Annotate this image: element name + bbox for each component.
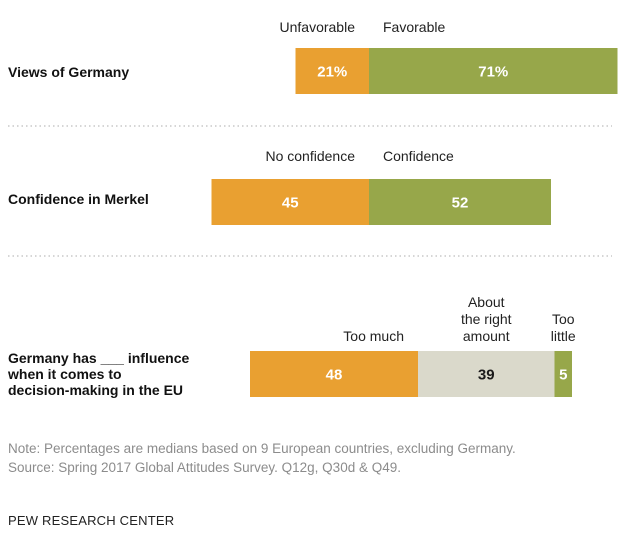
bar-segment [250, 351, 418, 397]
chart-row: Germany has ___ influence when it comes t… [7, 294, 576, 398]
series-label: Confidence [383, 148, 454, 164]
stacked-bar-chart: Views of Germany 21% Unfavorable 71% Favorab… [7, 19, 618, 398]
series-label: About the right amount [461, 294, 512, 344]
bar-segment [554, 351, 572, 397]
row-title: Germany has ___ influence when it comes t… [7, 350, 190, 398]
chart-note: Note: Percentages are medians based on 9… [8, 441, 516, 456]
bar-value-label: 5 [559, 367, 567, 384]
bar-value-label: 21% [317, 64, 347, 81]
series-label: Unfavorable [280, 19, 356, 35]
bar-segment [418, 351, 555, 397]
series-label: Too much [343, 328, 404, 344]
brand-name: PEW RESEARCH CENTER [8, 513, 175, 528]
bar-segment [211, 179, 369, 225]
bar-value-label: 45 [282, 195, 299, 212]
row-title: Confidence in Merkel [8, 191, 149, 207]
bar-value-label: 39 [478, 367, 495, 384]
bar-value-label: 71% [478, 64, 508, 81]
bar-segment [369, 48, 618, 94]
series-label: Favorable [383, 19, 445, 35]
bar-value-label: 48 [326, 367, 343, 384]
chart-row: Views of Germany 21% Unfavorable 71% Favorab… [8, 19, 618, 94]
bar-segment [369, 179, 551, 225]
bar-value-label: 52 [452, 195, 469, 212]
series-label: No confidence [265, 148, 355, 164]
chart-source: Source: Spring 2017 Global Attitudes Sur… [8, 460, 401, 475]
series-label: Too little [551, 311, 576, 344]
bar-segment [295, 48, 369, 94]
row-title: Views of Germany [8, 64, 129, 80]
chart-footer: Note: Percentages are medians based on 9… [8, 439, 588, 477]
chart-row: Confidence in Merkel 45 No confidence 52 Con… [8, 148, 551, 225]
